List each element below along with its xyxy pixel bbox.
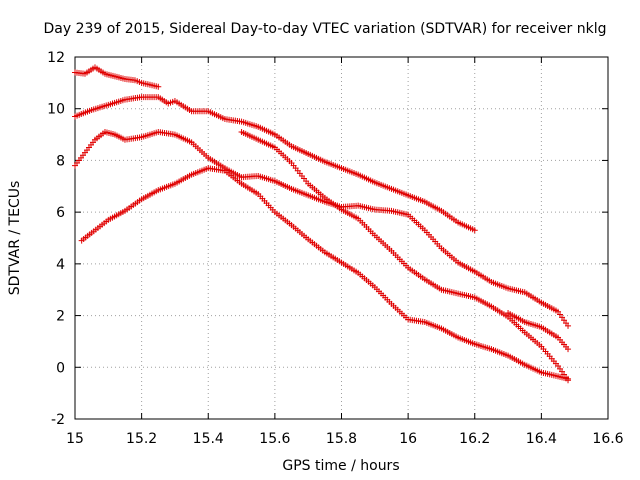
plot-area-frame — [74, 56, 609, 420]
x-tick-label: 15.2 — [126, 431, 157, 447]
data-point-marker — [565, 346, 572, 353]
x-tick-label: 15.4 — [193, 431, 224, 447]
data-point-marker — [155, 83, 162, 90]
y-tick-label: 0 — [56, 360, 65, 376]
y-tick-label: 6 — [56, 205, 65, 221]
series-track-5 — [238, 128, 572, 384]
series-track-2 — [72, 94, 478, 234]
x-tick-label: 16.2 — [459, 431, 490, 447]
series-track-3 — [72, 128, 572, 329]
series-track-6 — [505, 309, 572, 353]
x-tick-label: 15.8 — [326, 431, 357, 447]
x-tick-label: 16.6 — [592, 431, 623, 447]
x-tick-label: 16 — [399, 431, 417, 447]
chart-title: Day 239 of 2015, Sidereal Day-to-day VTE… — [44, 21, 607, 37]
y-tick-label: 10 — [47, 102, 65, 118]
x-tick-label: 16.4 — [526, 431, 557, 447]
y-tick-label: -2 — [51, 412, 65, 428]
y-tick-label: 2 — [56, 309, 65, 325]
data-point-marker — [471, 227, 478, 234]
y-tick-label: 12 — [47, 50, 65, 66]
y-tick-label: 4 — [56, 257, 65, 273]
series-track-1 — [72, 64, 162, 90]
y-axis-label: SDTVAR / TECUs — [7, 181, 23, 296]
data-point-marker — [565, 377, 572, 384]
data-points — [72, 64, 572, 384]
series-track-4 — [78, 165, 572, 382]
x-axis-label: GPS time / hours — [282, 458, 399, 474]
y-tick-label: 8 — [56, 153, 65, 169]
data-point-marker — [565, 322, 572, 329]
x-tick-label: 15.6 — [259, 431, 290, 447]
grid-lines — [75, 57, 608, 419]
axis-ticks: 15 15.2 15.4 15.6 15.8 16 16.2 16.4 16.6 -2 0 2 4 6 8 1… — [47, 50, 624, 447]
x-tick-label: 15 — [66, 431, 84, 447]
